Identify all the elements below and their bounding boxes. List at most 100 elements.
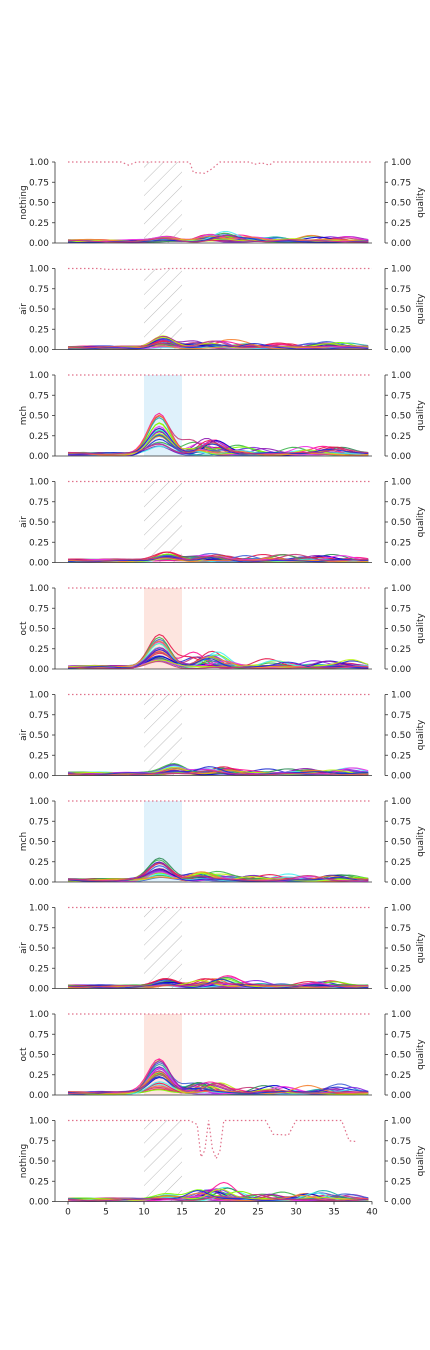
right-tick-label: 1.00 [391,904,411,914]
right-tick-label: 0.50 [391,305,411,315]
left-tick-label: 1.00 [29,797,49,807]
left-tick-label: 0.50 [29,625,49,635]
right-y-axis-label: quality [416,186,426,217]
left-tick-label: 0.25 [29,1177,49,1187]
right-tick-label: 0.50 [391,838,411,848]
right-tick-label: 0.25 [391,219,411,229]
left-tick-label: 0.75 [29,498,49,508]
right-tick-label: 0.00 [391,878,411,888]
right-tick-label: 0.00 [391,772,411,782]
right-tick-label: 0.25 [391,1177,411,1187]
right-tick-label: 0.00 [391,559,411,569]
stimulus-window-hatched [144,162,182,243]
left-tick-label: 0.00 [29,1091,49,1101]
right-tick-label: 0.25 [391,964,411,974]
right-tick-label: 0.50 [391,731,411,741]
right-tick-label: 1.00 [391,478,411,488]
trace-line [67,553,369,562]
left-tick-label: 0.25 [29,751,49,761]
quality-line [68,267,372,270]
right-tick-label: 0.50 [391,199,411,209]
y-axis-label-nothing: nothing [19,1144,29,1178]
y-axis-label-mch: mch [19,406,29,425]
right-tick-label: 0.25 [391,538,411,548]
right-tick-label: 0.75 [391,817,411,827]
x-tick-label: 20 [214,1208,226,1218]
right-y-axis-label: quality [416,612,426,643]
y-axis-label-air: air [19,729,29,741]
right-tick-label: 0.00 [391,239,411,249]
left-tick-label: 0.75 [29,604,49,614]
right-tick-label: 1.00 [391,1117,411,1127]
trace-line [67,766,369,775]
left-tick-label: 0.50 [29,412,49,422]
right-tick-label: 0.75 [391,391,411,401]
right-y-axis-label: quality [416,506,426,537]
trace-line [68,414,369,456]
left-tick-label: 1.00 [29,584,49,594]
right-tick-label: 1.00 [391,584,411,594]
left-tick-label: 0.50 [29,944,49,954]
left-tick-label: 0.75 [29,817,49,827]
left-tick-label: 1.00 [29,1117,49,1127]
right-tick-label: 1.00 [391,158,411,168]
right-tick-label: 0.75 [391,1030,411,1040]
right-tick-label: 0.00 [391,452,411,462]
left-tick-label: 0.25 [29,645,49,655]
panel-6-air: 0.00 0.00 0.25 0.25 0.50 0.50 0.75 0.75 1.00 1.00… [19,691,426,782]
y-axis-label-mch: mch [19,832,29,851]
left-tick-label: 0.00 [29,559,49,569]
left-tick-label: 0.25 [29,858,49,868]
left-tick-label: 0.50 [29,305,49,315]
left-tick-label: 0.75 [29,1137,49,1147]
left-tick-label: 0.00 [29,772,49,782]
left-tick-label: 0.25 [29,325,49,335]
right-tick-label: 0.50 [391,625,411,635]
left-tick-label: 0.75 [29,1030,49,1040]
right-tick-label: 0.00 [391,1091,411,1101]
trace-line [68,344,369,350]
left-tick-label: 0.00 [29,878,49,888]
right-tick-label: 0.25 [391,1071,411,1081]
right-tick-label: 0.25 [391,858,411,868]
panel-1-nothing: 0.00 0.00 0.25 0.25 0.50 0.50 0.75 0.75 1.00 1.00… [19,158,426,249]
left-tick-label: 0.75 [29,924,49,934]
right-tick-label: 0.25 [391,432,411,442]
left-tick-label: 1.00 [29,691,49,701]
panel-5-oct: 0.00 0.00 0.25 0.25 0.50 0.50 0.75 0.75 1.00 1.00… [19,584,426,675]
x-tick-label: 15 [176,1208,187,1218]
right-tick-label: 0.25 [391,645,411,655]
left-tick-label: 0.75 [29,285,49,295]
right-tick-label: 0.75 [391,1137,411,1147]
left-tick-label: 0.00 [29,346,49,356]
left-tick-label: 1.00 [29,478,49,488]
left-tick-label: 0.75 [29,178,49,188]
right-y-axis-label: quality [416,1145,426,1176]
right-tick-label: 0.75 [391,178,411,188]
left-tick-label: 0.25 [29,964,49,974]
panel-4-air: 0.00 0.00 0.25 0.25 0.50 0.50 0.75 0.75 1.00 1.00… [19,478,426,569]
left-tick-label: 0.00 [29,452,49,462]
right-tick-label: 1.00 [391,371,411,381]
y-axis-label-air: air [19,942,29,954]
trace-line [67,982,369,988]
left-tick-label: 1.00 [29,1010,49,1020]
panel-2-air: 0.00 0.00 0.25 0.25 0.50 0.50 0.75 0.75 1.00 1.00… [19,265,426,356]
left-tick-label: 0.25 [29,538,49,548]
left-tick-label: 0.00 [29,985,49,995]
right-tick-label: 0.50 [391,518,411,528]
x-tick-label: 5 [103,1208,109,1218]
trace-line [68,1073,369,1094]
left-tick-label: 1.00 [29,158,49,168]
right-tick-label: 0.75 [391,604,411,614]
right-tick-label: 0.00 [391,665,411,675]
right-tick-label: 0.75 [391,285,411,295]
quality-line [68,161,372,174]
stimulus-window-hatched [144,694,182,776]
left-tick-label: 0.25 [29,219,49,229]
x-tick-label: 25 [252,1208,263,1218]
left-tick-label: 0.00 [29,239,49,249]
left-tick-label: 0.50 [29,1157,49,1167]
right-tick-label: 1.00 [391,797,411,807]
